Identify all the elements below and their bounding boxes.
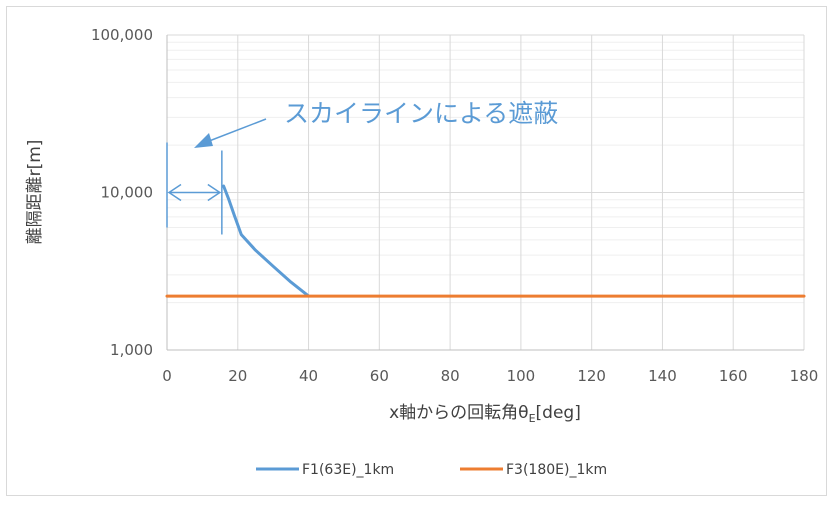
annotation-pointer-line [203,118,267,144]
x-axis-label-sub: E [529,412,536,425]
x-axis-label: x軸からの回転角θE[deg] [389,403,581,425]
y-tick-label: 100,000 [91,26,153,44]
x-tick-label: 160 [719,367,748,385]
x-tick-label: 60 [370,367,389,385]
x-tick-label: 80 [441,367,460,385]
y-tick-label: 10,000 [101,184,154,202]
chart-border [6,6,827,496]
x-tick-label: 0 [162,367,172,385]
y-tick-label: 1,000 [110,341,153,359]
annotation-label: スカイラインによる遮蔽 [284,99,558,128]
grid [166,34,805,351]
tick-labels: 1,000 10,000 100,000 0 20 40 60 80 100 120 140 160 1… [91,26,818,385]
y-axis-label: 離隔距離r[m] [25,140,45,245]
legend: F1(63E)_1km F3(180E)_1km [256,462,607,478]
legend-label-f1: F1(63E)_1km [302,462,394,478]
x-tick-label: 100 [507,367,536,385]
x-tick-label: 180 [790,367,819,385]
x-tick-label: 40 [299,367,318,385]
x-tick-label: 20 [228,367,247,385]
series-line-1 [222,184,311,298]
annotation-pointer-head [194,133,213,148]
x-axis-label-main: x軸からの回転角θ [389,403,528,423]
annotation-group [166,118,267,235]
x-tick-label: 120 [577,367,606,385]
annotation-arrowhead-right [207,183,222,202]
x-tick-label: 140 [648,367,677,385]
series-group [165,184,806,298]
legend-label-f3: F3(180E)_1km [506,462,607,478]
x-axis-label-tail: [deg] [536,403,581,423]
annotation-arrowhead-left [167,183,182,202]
